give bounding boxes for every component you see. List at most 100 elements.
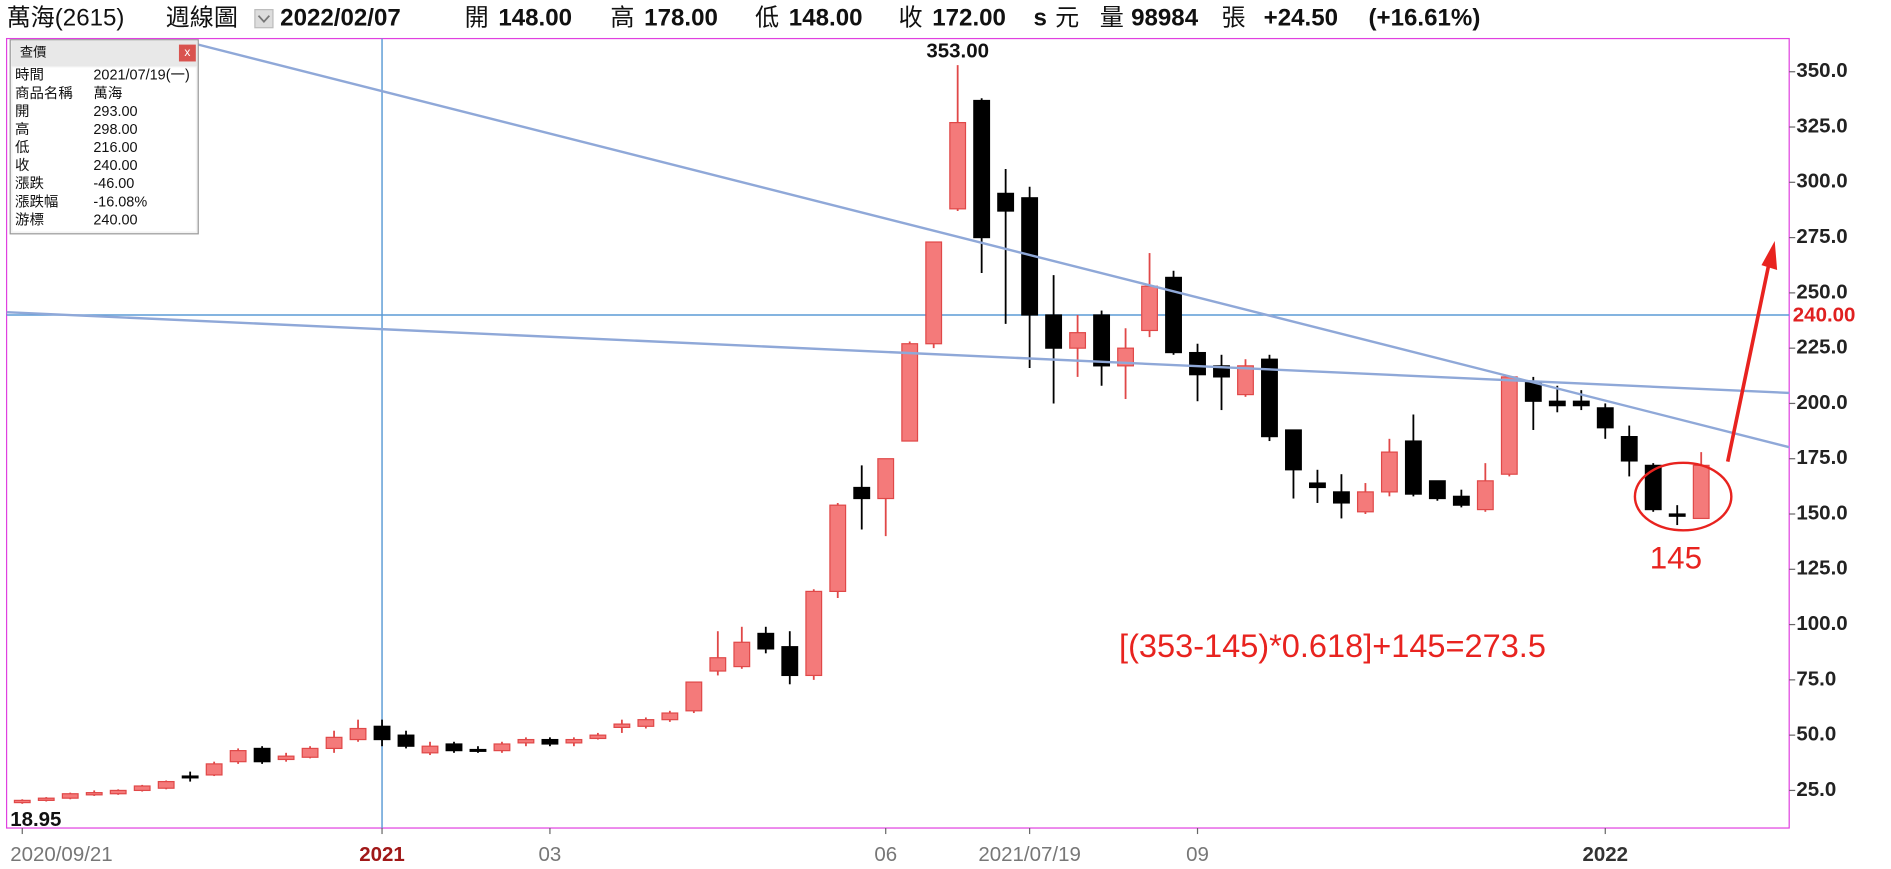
info-label: 低 <box>15 139 29 156</box>
candle-body <box>397 734 415 747</box>
y-tick-label: 275.0 <box>1796 225 1847 248</box>
close-suffix: s <box>1033 5 1046 32</box>
candle-body <box>613 723 631 729</box>
candle-body <box>517 738 535 744</box>
candle-body <box>589 734 607 740</box>
candle-body <box>157 780 175 789</box>
field-value: 178.00 <box>644 5 718 32</box>
candle-body <box>325 736 343 750</box>
candle-body <box>1476 480 1494 511</box>
y-tick-label: 225.0 <box>1796 336 1847 359</box>
arrow-shaft <box>1725 258 1772 462</box>
volume-unit: 張 <box>1222 5 1246 32</box>
info-value: 萬海 <box>93 85 122 102</box>
x-tick-label: 03 <box>539 843 562 866</box>
candle-body <box>1452 495 1470 506</box>
info-box-titlebar <box>11 40 198 67</box>
candle-body <box>1548 400 1566 407</box>
info-value: -16.08% <box>93 194 147 210</box>
info-label: 時間 <box>15 67 44 84</box>
candle-body <box>301 747 319 758</box>
field-value: 148.00 <box>498 5 572 32</box>
symbol: 萬海(2615) <box>7 5 125 32</box>
candle-body <box>1141 285 1158 332</box>
info-label: 商品名稱 <box>15 85 73 102</box>
candle-body <box>277 755 295 761</box>
info-label: 漲跌幅 <box>15 193 58 210</box>
candle-body <box>1668 513 1686 517</box>
info-value: 293.00 <box>93 104 137 120</box>
currency: 元 <box>1055 5 1079 32</box>
min-label: 18.95 <box>10 808 61 831</box>
candle-body <box>637 719 655 727</box>
field-label: 收 <box>898 5 922 32</box>
change: +24.50 <box>1264 5 1338 32</box>
y-tick-label: 300.0 <box>1796 170 1847 193</box>
candle-body <box>1069 332 1087 349</box>
info-box-title: 查價 <box>20 45 47 60</box>
y-tick-label: 200.0 <box>1796 391 1847 414</box>
candle-body <box>853 486 871 500</box>
change-pct: (+16.61%) <box>1369 5 1481 32</box>
candle-body <box>1285 429 1302 471</box>
candle-body <box>181 775 199 779</box>
candle-body <box>1237 365 1254 396</box>
field-value: 172.00 <box>932 5 1006 32</box>
dropdown[interactable] <box>254 9 274 29</box>
candle-body <box>1572 400 1590 407</box>
candle-body <box>1380 451 1398 493</box>
marks-layer: 25.0 50.0 75.0 100.0 125.0 150.0 175.0 200.0 225… <box>6 38 1856 866</box>
candle-body <box>661 712 679 721</box>
candle-body <box>493 743 511 752</box>
candle-body <box>925 241 943 345</box>
candle-body <box>541 738 559 745</box>
info-box-body <box>12 67 196 232</box>
info-value: 240.00 <box>93 212 137 228</box>
candle-body <box>949 121 967 210</box>
candle-body <box>1644 464 1662 511</box>
candle-body <box>829 504 847 593</box>
candle-body <box>37 797 55 801</box>
candle-body <box>61 793 79 799</box>
candle-body <box>373 725 391 741</box>
info-value: 216.00 <box>93 140 137 156</box>
close-button[interactable] <box>178 44 196 62</box>
candle-body <box>757 632 775 650</box>
candle-body <box>1596 407 1614 429</box>
x-tick-label: 2021 <box>359 843 405 866</box>
cursor-label: 240.00 <box>1793 304 1856 327</box>
field-value: 148.00 <box>789 5 863 32</box>
formula-annotation: [(353-145)*0.618]+145=273.5 <box>1119 628 1546 664</box>
y-tick-label: 175.0 <box>1796 446 1847 469</box>
candle-body <box>1189 351 1206 376</box>
candle-body <box>901 343 919 442</box>
y-tick-label: 325.0 <box>1796 114 1847 137</box>
candle-body <box>1500 376 1518 475</box>
dropdown-arrow <box>257 15 271 24</box>
x-tick-label: 09 <box>1186 843 1209 866</box>
close-button-label[interactable]: x <box>184 45 190 59</box>
y-tick-label: 125.0 <box>1796 557 1847 580</box>
field-label: 開 <box>465 5 489 32</box>
candle-body <box>1428 480 1446 500</box>
candle-body <box>805 590 823 677</box>
x-tick-label: 2021/07/19 <box>978 843 1080 866</box>
candle-body <box>421 745 439 754</box>
candle-body <box>469 748 487 752</box>
candle-body <box>253 747 271 763</box>
y-tick-label: 50.0 <box>1796 723 1836 746</box>
candle-body <box>565 738 583 744</box>
info-value: 240.00 <box>93 158 137 174</box>
trend-line <box>6 310 1790 395</box>
candle-body <box>1332 491 1350 504</box>
candle-body <box>85 792 103 796</box>
candle-body <box>997 192 1015 212</box>
info-label: 游標 <box>15 211 44 228</box>
candle-body <box>733 641 751 668</box>
candle-body <box>133 785 151 792</box>
candle-body <box>1261 358 1278 438</box>
candle-body <box>205 763 223 776</box>
y-tick-label: 75.0 <box>1796 667 1836 690</box>
